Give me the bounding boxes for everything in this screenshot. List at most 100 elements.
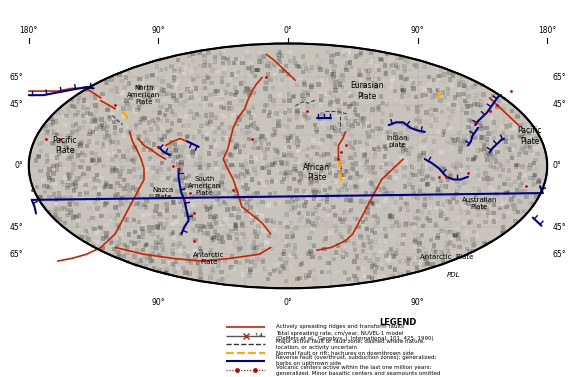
Point [366,153,375,159]
Point [464,210,473,216]
Point [325,76,334,82]
Point [350,183,359,189]
Point [128,185,138,191]
Point [259,161,268,167]
Point [376,78,385,84]
Point [498,121,507,127]
Point [439,166,449,172]
Point [255,58,264,64]
Point [398,241,407,247]
Point [128,216,137,222]
Point [363,58,373,64]
Point [466,141,475,147]
Point [482,241,491,247]
Point [451,232,460,238]
Point [203,227,212,233]
Point [399,146,408,152]
Point [141,242,150,248]
Point [446,115,455,121]
Point [305,269,314,275]
Point [332,83,342,89]
Point [380,63,389,69]
Point [117,241,126,247]
Point [94,192,103,198]
Point [463,104,472,110]
Point [148,72,157,78]
Point [371,222,380,228]
Point [181,178,191,184]
Point [173,188,182,195]
Point [123,124,132,130]
Point [174,145,183,151]
Point [162,55,171,61]
Point [346,207,355,213]
Point [331,153,340,159]
Point [263,91,272,97]
Point [260,155,270,161]
Point [181,104,191,110]
Point [365,164,374,170]
Point [189,135,198,141]
Point [434,185,443,192]
Point [157,236,166,242]
Point [281,171,290,177]
Point [312,187,321,193]
Point [483,157,492,163]
Point [218,244,228,250]
Point [329,129,338,135]
Point [282,256,291,262]
Point [470,176,479,182]
Point [278,251,287,257]
Point [451,191,460,197]
Point [108,115,118,121]
Point [210,127,219,133]
Point [471,192,480,198]
Point [166,139,175,146]
Point [177,159,186,166]
Point [70,145,79,151]
Point [130,174,139,180]
Point [200,161,210,167]
Point [46,185,55,191]
Point [198,223,207,229]
Point [214,190,223,196]
Point [380,191,389,197]
Point [484,100,494,106]
Point [462,110,471,116]
Point [450,141,459,147]
Point [329,52,339,58]
Point [69,215,78,221]
Point [367,228,377,234]
Point [248,105,257,111]
Point [96,239,105,245]
Point [389,253,399,259]
Point [263,218,272,224]
Point [429,87,438,93]
Point [82,110,92,116]
Point [74,95,84,101]
Point [92,172,101,178]
Point [143,241,152,247]
Point [101,234,111,240]
Point [448,196,457,202]
Point [242,257,252,263]
Point [270,156,279,162]
Point [363,205,372,211]
Point [472,134,481,140]
Point [260,79,270,85]
Point [280,124,289,130]
Point [172,98,181,104]
Point [70,181,79,187]
Point [162,82,172,88]
Point [214,278,223,284]
Point [151,208,160,214]
Point [128,234,137,241]
Point [480,196,490,202]
Point [165,144,175,150]
Point [253,200,263,206]
Point [362,226,372,232]
Point [142,148,151,154]
Point [282,145,291,151]
Point [460,200,469,206]
Point [51,132,60,138]
